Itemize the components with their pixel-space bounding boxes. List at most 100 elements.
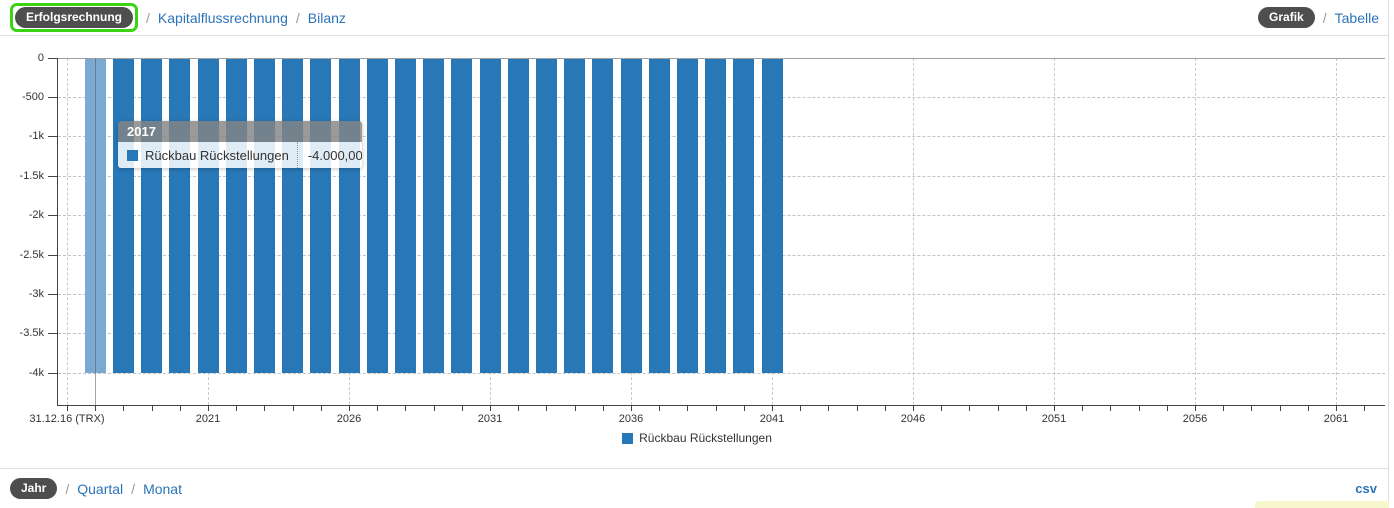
bar-2023[interactable] — [253, 57, 275, 373]
chart: 2017 Rückbau Rückstellungen -4.000,00 Rü… — [0, 36, 1394, 468]
x-tick — [433, 405, 435, 411]
bar-2040[interactable] — [733, 57, 755, 373]
bar-2021[interactable] — [197, 57, 219, 373]
x-axis-label: 2051 — [1041, 413, 1067, 425]
x-gridline — [1195, 57, 1196, 405]
bar-2028[interactable] — [394, 57, 416, 373]
x-axis-label: 2061 — [1323, 413, 1349, 425]
csv-export-link[interactable]: csv — [1355, 481, 1377, 496]
tab-kapitalflussrechnung[interactable]: Kapitalflussrechnung — [157, 9, 288, 26]
toggle-tabelle[interactable]: Tabelle — [1334, 9, 1379, 26]
x-tick — [1110, 405, 1112, 411]
hover-crosshair — [95, 57, 97, 405]
y-axis-label: -1k — [28, 130, 44, 143]
y-tick — [48, 175, 57, 177]
x-tick — [151, 405, 153, 411]
x-tick — [687, 405, 689, 411]
x-tick — [1336, 405, 1337, 411]
zero-line — [58, 57, 1385, 59]
x-tick — [461, 405, 463, 411]
x-axis-label: 2056 — [1182, 413, 1208, 425]
bar-2036[interactable] — [620, 57, 642, 373]
bar-2022[interactable] — [225, 57, 247, 373]
y-gridline — [58, 372, 1385, 374]
x-gridline — [1054, 57, 1055, 405]
y-axis-label: -2.5k — [19, 248, 44, 261]
separator: / — [146, 9, 150, 26]
x-tick — [1138, 405, 1140, 411]
y-tick — [48, 57, 57, 59]
bar-2032[interactable] — [507, 57, 529, 373]
x-tick — [602, 405, 604, 411]
x-tick — [490, 405, 491, 411]
series-swatch — [127, 149, 138, 161]
tooltip-row: Rückbau Rückstellungen -4.000,00 — [118, 142, 362, 168]
x-axis-label: 2021 — [195, 413, 221, 425]
bar-2033[interactable] — [535, 57, 557, 373]
tab-quartal[interactable]: Quartal — [77, 480, 124, 497]
x-tick — [208, 405, 209, 411]
bar-2029[interactable] — [423, 57, 445, 373]
separator: / — [65, 480, 70, 497]
x-tick — [320, 405, 322, 411]
x-tick — [941, 405, 943, 411]
tab-bilanz[interactable]: Bilanz — [307, 9, 346, 26]
x-gridline — [913, 57, 914, 405]
y-axis-label: -2k — [28, 209, 44, 222]
bar-2025[interactable] — [310, 57, 332, 373]
tab-erfolgsrechnung[interactable]: Erfolgsrechnung — [15, 7, 134, 28]
x-axis-label: 2031 — [477, 413, 503, 425]
bar-2026[interactable] — [338, 57, 360, 373]
y-tick — [48, 136, 57, 138]
partial-tooltip-strip — [1255, 501, 1389, 508]
x-tick — [884, 405, 886, 411]
x-tick — [349, 405, 350, 411]
bar-2034[interactable] — [564, 57, 586, 373]
x-tick — [67, 405, 68, 411]
x-tick — [574, 405, 576, 411]
bar-2035[interactable] — [592, 57, 614, 373]
bar-2038[interactable] — [676, 57, 698, 373]
y-axis-line — [57, 57, 58, 405]
y-axis-label: -500 — [21, 90, 44, 103]
bar-2041[interactable] — [761, 57, 783, 373]
bar-2039[interactable] — [705, 57, 727, 373]
x-tick — [236, 405, 238, 411]
tab-monat[interactable]: Monat — [143, 480, 182, 497]
x-axis-label: 2026 — [336, 413, 362, 425]
bar-2030[interactable] — [451, 57, 473, 373]
y-axis-label: -3.5k — [19, 327, 44, 340]
x-tick — [1279, 405, 1281, 411]
bar-2018[interactable] — [112, 57, 134, 373]
tooltip-series-name: Rückbau Rückstellungen — [145, 147, 289, 163]
x-tick — [1223, 405, 1225, 411]
y-tick — [48, 96, 57, 98]
y-axis-label: 0 — [37, 51, 44, 64]
x-tick — [828, 405, 830, 411]
bar-2019[interactable] — [141, 57, 163, 373]
x-tick — [546, 405, 548, 411]
legend-swatch — [622, 432, 634, 444]
x-tick — [1251, 405, 1253, 411]
legend[interactable]: Rückbau Rückstellungen — [0, 431, 1394, 445]
x-tick — [1025, 405, 1027, 411]
y-axis-label: -3k — [28, 287, 44, 300]
x-tick — [913, 405, 914, 411]
toggle-grafik[interactable]: Grafik — [1258, 7, 1315, 28]
x-tick — [631, 405, 632, 411]
y-axis-label: -4k — [28, 366, 44, 379]
bottom-nav: Jahr / Quartal / Monat csv — [0, 468, 1389, 508]
x-tick — [800, 405, 802, 411]
highlight-box: Erfolgsrechnung — [10, 3, 139, 32]
bar-2027[interactable] — [366, 57, 388, 373]
tab-jahr[interactable]: Jahr — [10, 478, 58, 499]
x-tick — [856, 405, 858, 411]
tooltip-value: -4.000,00 — [296, 142, 362, 168]
bar-2024[interactable] — [282, 57, 304, 373]
bar-2020[interactable] — [169, 57, 191, 373]
bar-2037[interactable] — [648, 57, 670, 373]
bar-2031[interactable] — [479, 57, 501, 373]
y-axis-label: -1.5k — [19, 169, 44, 182]
report-tabs: Erfolgsrechnung / Kapitalflussrechnung /… — [10, 3, 346, 32]
